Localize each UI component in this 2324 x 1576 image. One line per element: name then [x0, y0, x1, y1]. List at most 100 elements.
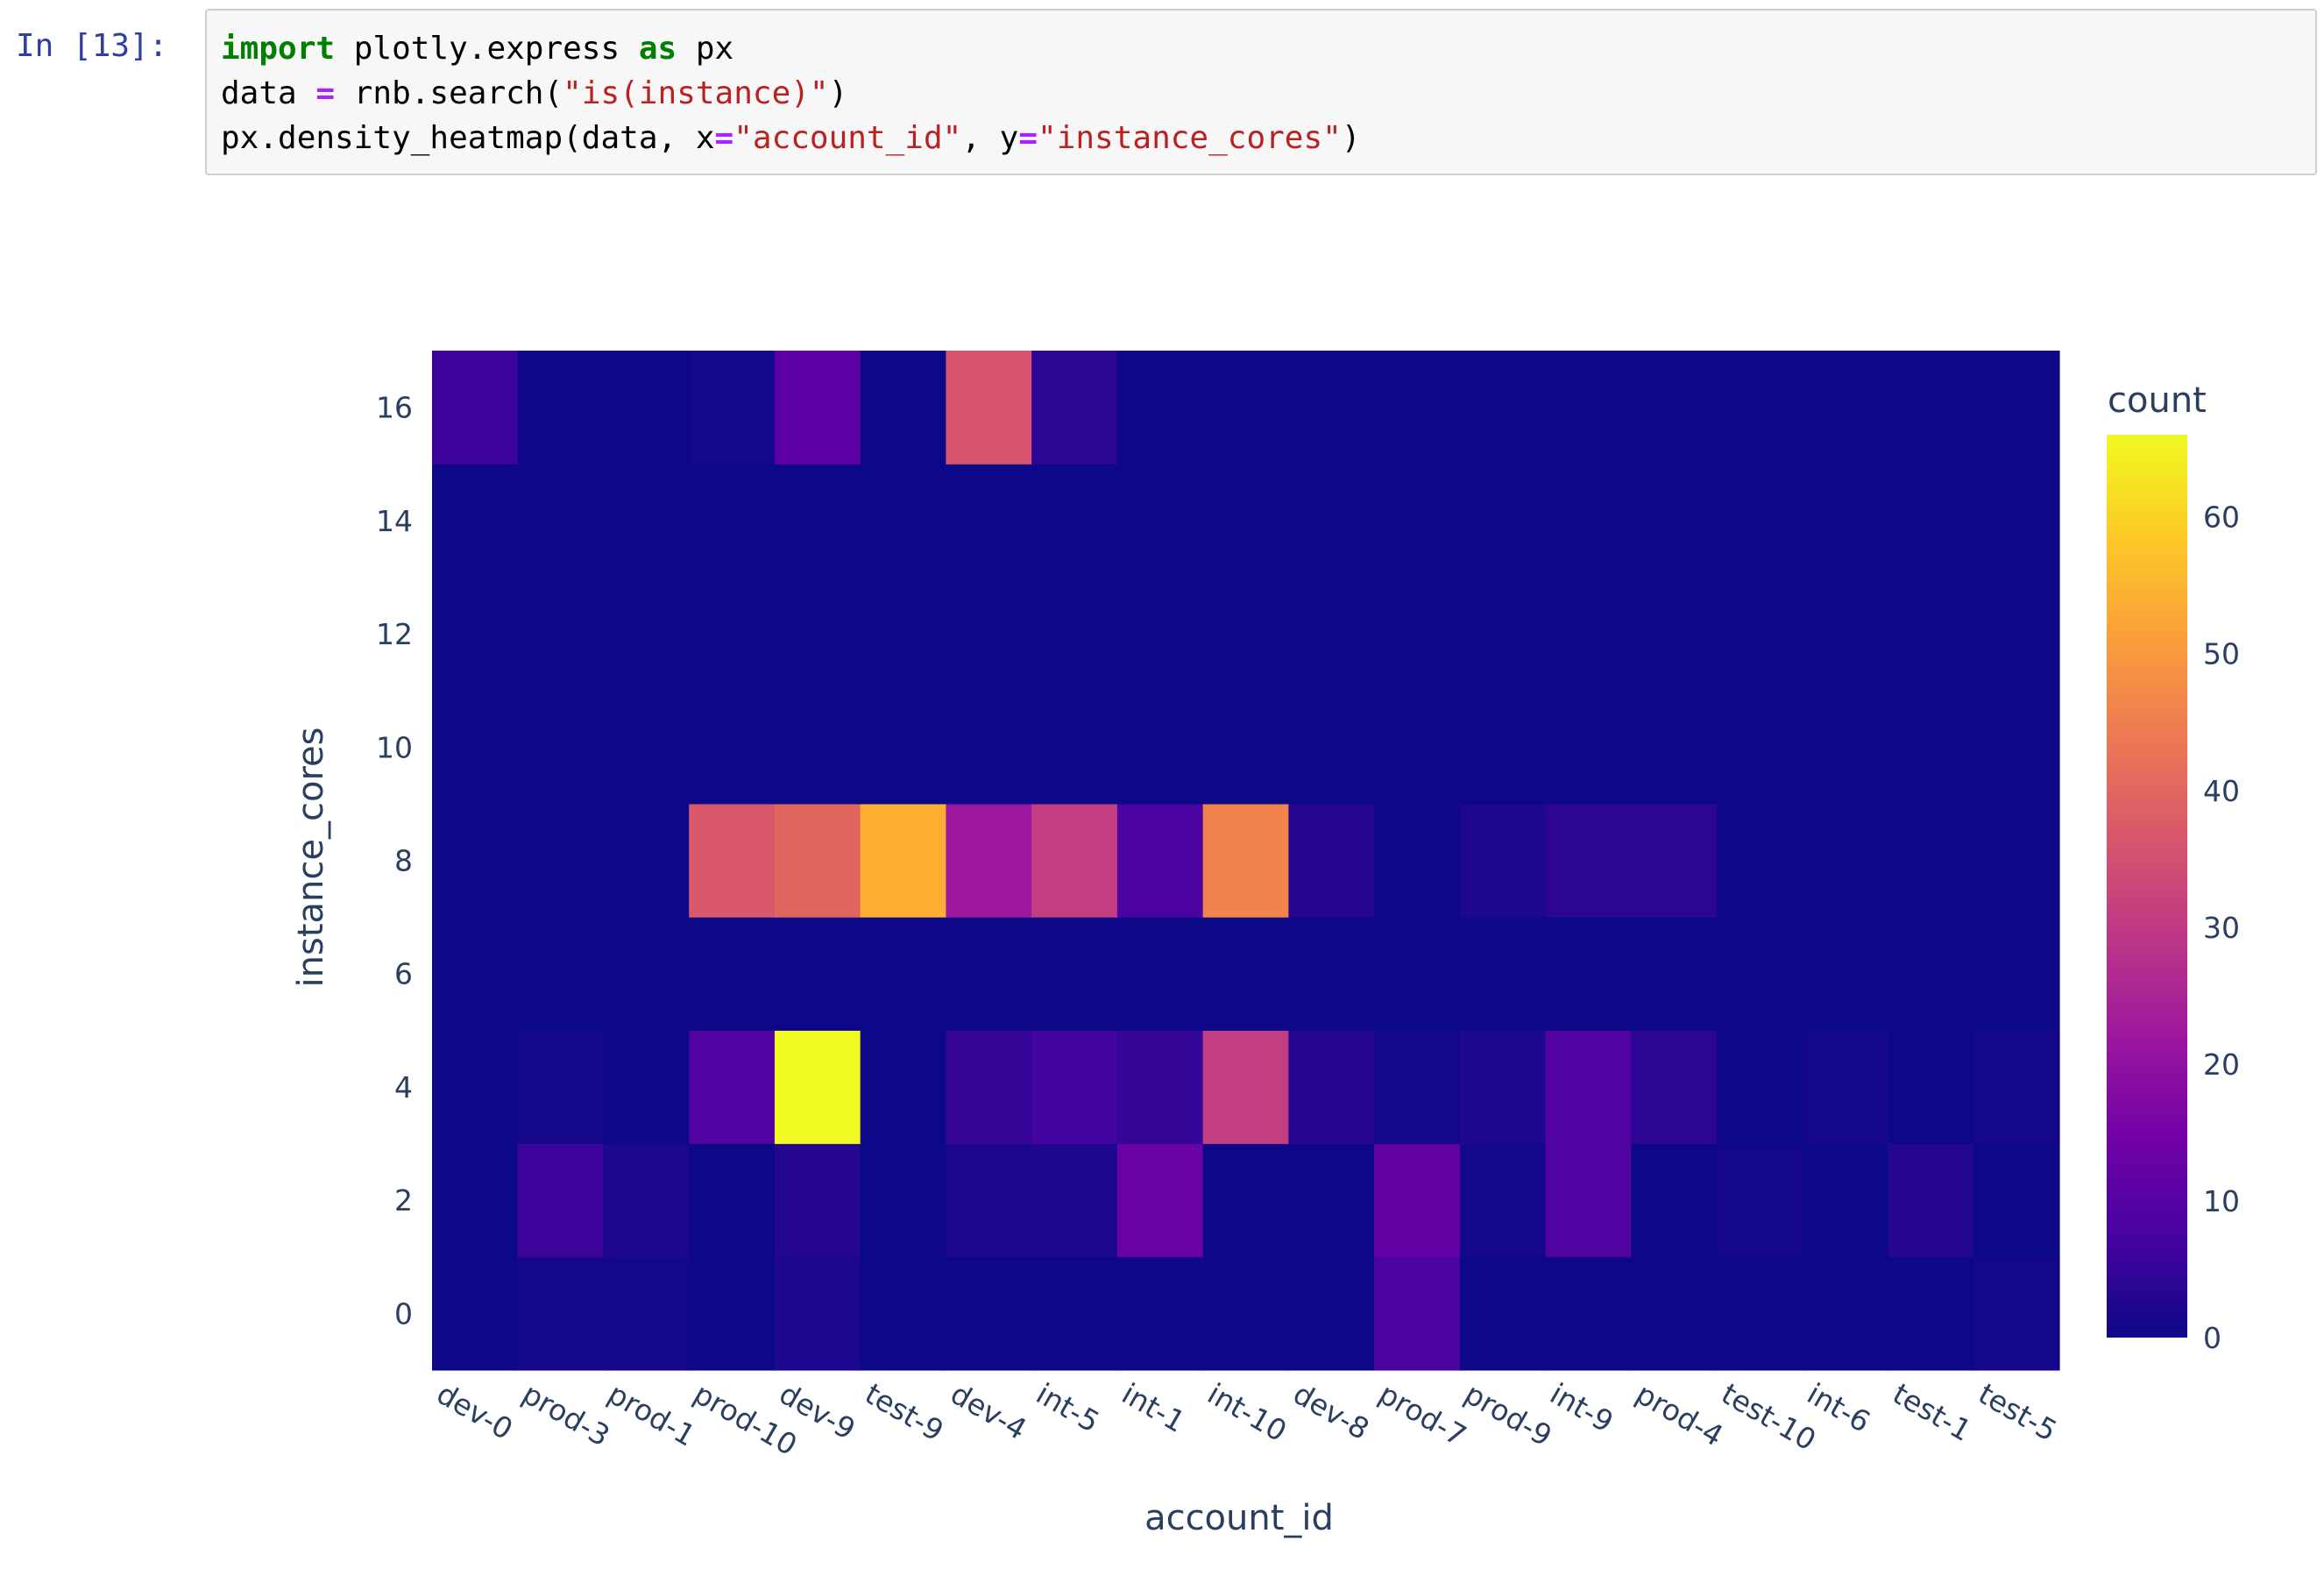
heatmap-cell[interactable]: [603, 917, 690, 1031]
heatmap-cell[interactable]: [774, 351, 861, 465]
heatmap-cell[interactable]: [774, 917, 861, 1031]
heatmap-cell[interactable]: [689, 917, 776, 1031]
heatmap-cell[interactable]: [860, 917, 947, 1031]
heatmap-cell[interactable]: [1459, 351, 1547, 465]
heatmap-cell[interactable]: [1717, 464, 1803, 579]
heatmap-cell[interactable]: [1288, 917, 1375, 1031]
heatmap-cell[interactable]: [517, 690, 605, 805]
heatmap-cell[interactable]: [1631, 803, 1718, 918]
heatmap-cell[interactable]: [1717, 690, 1803, 805]
heatmap-cell[interactable]: [1717, 1030, 1803, 1145]
heatmap-cell[interactable]: [860, 577, 947, 692]
heatmap-cell[interactable]: [1545, 577, 1632, 692]
heatmap-cell[interactable]: [603, 803, 690, 918]
heatmap-cell[interactable]: [689, 690, 776, 805]
heatmap-cell[interactable]: [517, 917, 605, 1031]
heatmap-cell[interactable]: [1116, 464, 1204, 579]
heatmap-cell[interactable]: [1202, 690, 1289, 805]
heatmap-cell[interactable]: [1116, 1143, 1204, 1258]
heatmap-cell[interactable]: [1374, 1256, 1461, 1371]
heatmap-cell[interactable]: [946, 351, 1032, 465]
heatmap-cell[interactable]: [860, 690, 947, 805]
heatmap-cell[interactable]: [432, 464, 519, 579]
heatmap-cell[interactable]: [774, 577, 861, 692]
heatmap-cell[interactable]: [1374, 351, 1461, 465]
heatmap-cell[interactable]: [1459, 1256, 1547, 1371]
heatmap-cell[interactable]: [1374, 803, 1461, 918]
heatmap-cell[interactable]: [1717, 917, 1803, 1031]
heatmap-cell[interactable]: [1031, 351, 1118, 465]
heatmap-cell[interactable]: [1631, 1143, 1718, 1258]
heatmap-cell[interactable]: [1888, 803, 1974, 918]
heatmap-cell[interactable]: [1717, 577, 1803, 692]
code-cell-input[interactable]: import plotly.express as px data = rnb.s…: [205, 9, 2317, 175]
heatmap-cell[interactable]: [1973, 464, 2060, 579]
heatmap-cell[interactable]: [1459, 803, 1547, 918]
heatmap-cell[interactable]: [1717, 803, 1803, 918]
heatmap-cell[interactable]: [1631, 464, 1718, 579]
heatmap-cell[interactable]: [946, 1256, 1032, 1371]
heatmap-cell[interactable]: [1116, 1256, 1204, 1371]
heatmap-cell[interactable]: [1288, 577, 1375, 692]
heatmap-cell[interactable]: [774, 1030, 861, 1145]
heatmap-cell[interactable]: [689, 803, 776, 918]
heatmap-cell[interactable]: [1631, 577, 1718, 692]
heatmap-cell[interactable]: [1116, 917, 1204, 1031]
heatmap-cell[interactable]: [860, 803, 947, 918]
heatmap-cell[interactable]: [1545, 690, 1632, 805]
heatmap-cell[interactable]: [1031, 1030, 1118, 1145]
heatmap-cell[interactable]: [1031, 464, 1118, 579]
heatmap-cell[interactable]: [603, 1256, 690, 1371]
heatmap-cell[interactable]: [517, 577, 605, 692]
heatmap-cell[interactable]: [689, 1256, 776, 1371]
heatmap-cell[interactable]: [1374, 577, 1461, 692]
heatmap-cell[interactable]: [1288, 690, 1375, 805]
heatmap-cell[interactable]: [774, 803, 861, 918]
heatmap-cell[interactable]: [1459, 577, 1547, 692]
heatmap-cell[interactable]: [1973, 803, 2060, 918]
heatmap-cell[interactable]: [432, 1030, 519, 1145]
heatmap-cell[interactable]: [432, 1256, 519, 1371]
heatmap-cell[interactable]: [689, 464, 776, 579]
heatmap-cell[interactable]: [1202, 351, 1289, 465]
heatmap-cell[interactable]: [1802, 917, 1889, 1031]
heatmap-cell[interactable]: [1973, 351, 2060, 465]
heatmap-cell[interactable]: [1031, 1256, 1118, 1371]
heatmap-cell[interactable]: [689, 577, 776, 692]
heatmap-cell[interactable]: [1545, 803, 1632, 918]
heatmap-cell[interactable]: [774, 1256, 861, 1371]
heatmap-cell[interactable]: [1545, 917, 1632, 1031]
heatmap-cell[interactable]: [1802, 690, 1889, 805]
heatmap-cell[interactable]: [1202, 803, 1289, 918]
heatmap-cell[interactable]: [517, 351, 605, 465]
heatmap-cell[interactable]: [774, 1143, 861, 1258]
heatmap-cell[interactable]: [1802, 1143, 1889, 1258]
heatmap-cell[interactable]: [1374, 690, 1461, 805]
heatmap-cell[interactable]: [860, 351, 947, 465]
heatmap-cell[interactable]: [1545, 1030, 1632, 1145]
heatmap-cell[interactable]: [1631, 351, 1718, 465]
heatmap-cell[interactable]: [432, 1143, 519, 1258]
heatmap-cell[interactable]: [1545, 351, 1632, 465]
heatmap-cell[interactable]: [1888, 1256, 1974, 1371]
heatmap-cell[interactable]: [946, 917, 1032, 1031]
heatmap-cell[interactable]: [432, 351, 519, 465]
heatmap-cell[interactable]: [1031, 690, 1118, 805]
heatmap-cell[interactable]: [1545, 1143, 1632, 1258]
heatmap-cell[interactable]: [774, 690, 861, 805]
heatmap-cell[interactable]: [1631, 917, 1718, 1031]
heatmap-cell[interactable]: [689, 1030, 776, 1145]
heatmap-cell[interactable]: [1288, 1030, 1375, 1145]
heatmap-cell[interactable]: [1459, 464, 1547, 579]
heatmap-cell[interactable]: [1973, 1030, 2060, 1145]
heatmap-cell[interactable]: [1288, 1143, 1375, 1258]
heatmap-cell[interactable]: [1717, 351, 1803, 465]
heatmap-cell[interactable]: [1288, 1256, 1375, 1371]
heatmap-cell[interactable]: [1374, 917, 1461, 1031]
heatmap-cell[interactable]: [1973, 1143, 2060, 1258]
heatmap-cell[interactable]: [1374, 1143, 1461, 1258]
heatmap-cell[interactable]: [860, 1256, 947, 1371]
heatmap-cell[interactable]: [603, 577, 690, 692]
heatmap-cell[interactable]: [1802, 351, 1889, 465]
heatmap-cell[interactable]: [946, 803, 1032, 918]
